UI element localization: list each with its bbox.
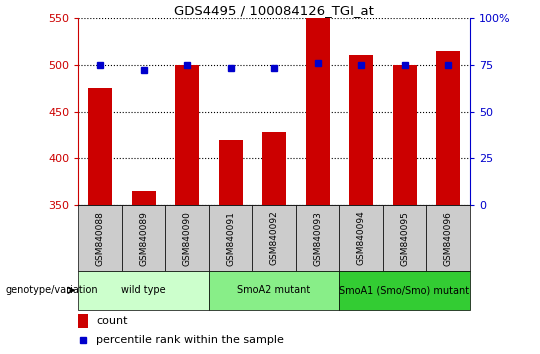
Bar (175, 65, 199, 205)
Bar (436, 51, 460, 205)
Bar (426, 205, 470, 271)
Bar (339, 271, 470, 310)
Text: percentile rank within the sample: percentile rank within the sample (96, 335, 284, 345)
Bar (339, 205, 383, 271)
Bar (88, 88, 112, 205)
Text: GSM840094: GSM840094 (356, 211, 366, 266)
Bar (132, 191, 156, 205)
Bar (349, 55, 373, 205)
Text: SmoA1 (Smo/Smo) mutant: SmoA1 (Smo/Smo) mutant (340, 285, 470, 295)
Bar (219, 139, 242, 205)
Bar (165, 205, 209, 271)
Bar (209, 271, 339, 310)
Bar (78, 205, 122, 271)
Bar (393, 65, 416, 205)
Text: GSM840095: GSM840095 (400, 211, 409, 266)
Bar (78, 314, 88, 328)
Text: count: count (96, 316, 127, 326)
Text: GSM840089: GSM840089 (139, 211, 148, 266)
Bar (306, 18, 329, 205)
Bar (122, 205, 165, 271)
Text: GSM840093: GSM840093 (313, 211, 322, 266)
Title: GDS4495 / 100084126_TGI_at: GDS4495 / 100084126_TGI_at (174, 4, 374, 17)
Text: SmoA2 mutant: SmoA2 mutant (238, 285, 310, 295)
Text: GSM840096: GSM840096 (443, 211, 453, 266)
Bar (296, 205, 339, 271)
Bar (252, 205, 296, 271)
Bar (383, 205, 426, 271)
Bar (262, 132, 286, 205)
Text: GSM840090: GSM840090 (183, 211, 192, 266)
Text: GSM840091: GSM840091 (226, 211, 235, 266)
Text: GSM840088: GSM840088 (96, 211, 105, 266)
Text: wild type: wild type (122, 285, 166, 295)
Bar (78, 271, 209, 310)
Text: GSM840092: GSM840092 (269, 211, 279, 266)
Text: genotype/variation: genotype/variation (5, 285, 98, 295)
Bar (209, 205, 252, 271)
